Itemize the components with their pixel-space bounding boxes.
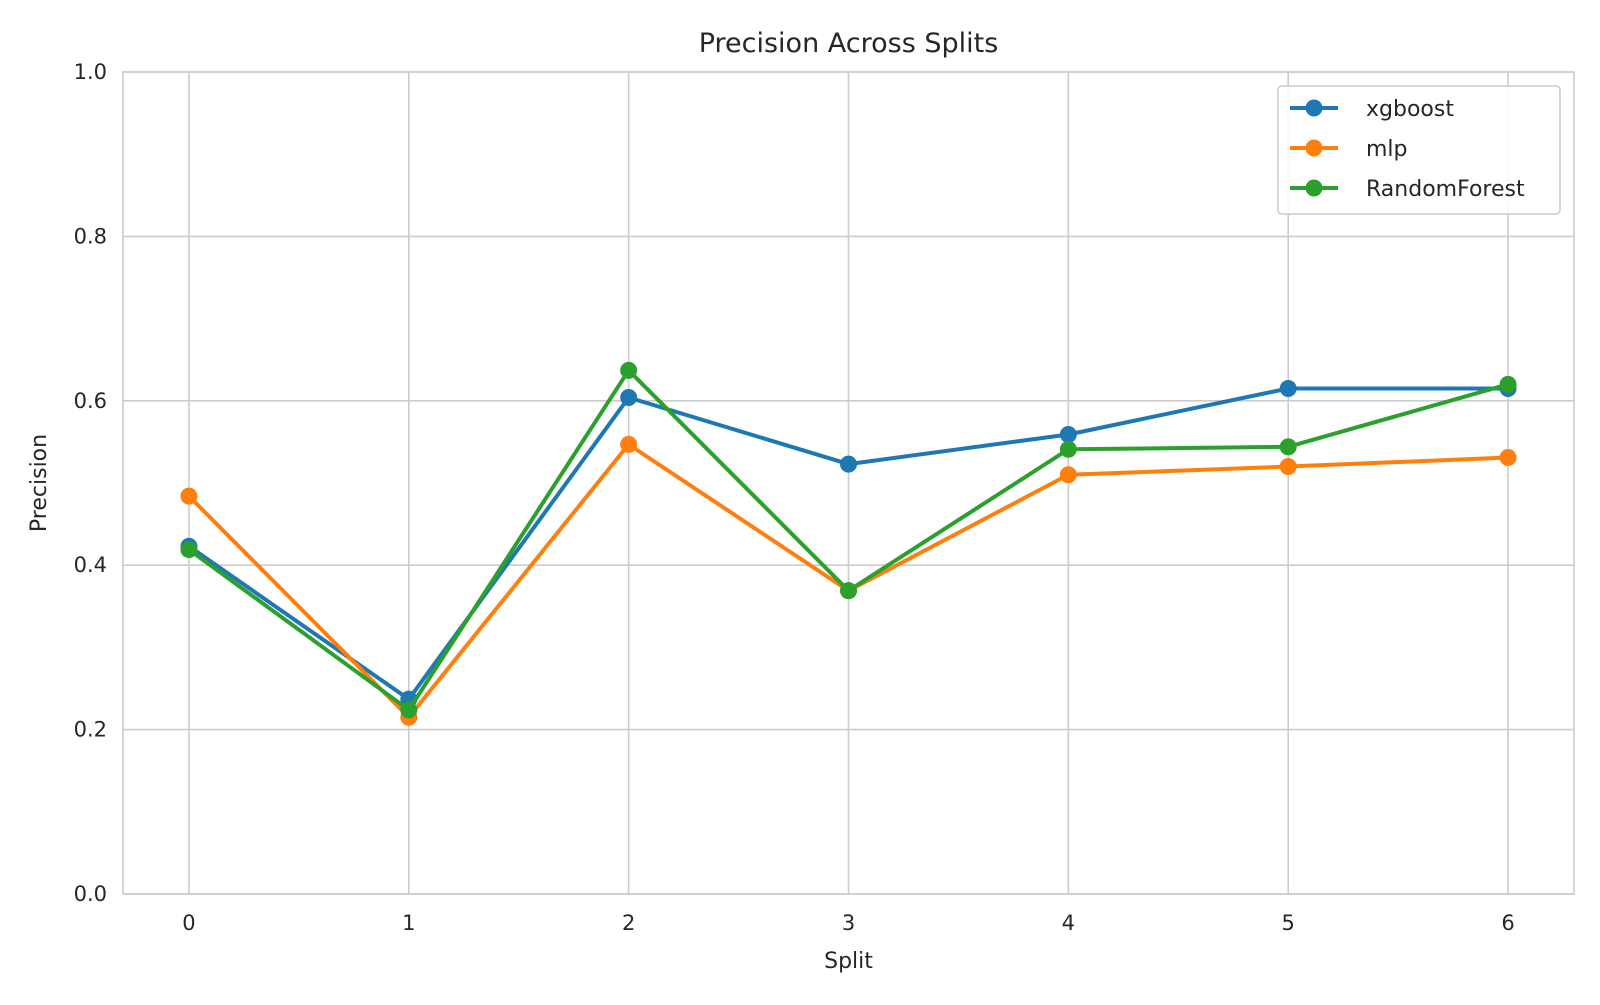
data-point — [1499, 449, 1517, 467]
chart-title: Precision Across Splits — [699, 28, 999, 59]
data-point — [620, 435, 638, 453]
series-RandomForest — [180, 361, 1517, 719]
data-point — [400, 701, 418, 719]
legend-box — [1277, 85, 1561, 215]
legend-swatch-marker — [1305, 139, 1323, 157]
data-point — [840, 582, 857, 600]
data-point — [1499, 375, 1517, 393]
data-point — [1059, 440, 1077, 458]
y-tick-label: 0.4 — [74, 553, 107, 577]
legend-label: mlp — [1366, 137, 1408, 162]
data-point — [1279, 438, 1297, 456]
legend-items: xgboost mlp RandomForest — [1290, 97, 1525, 202]
x-tick-label: 6 — [1501, 911, 1514, 935]
legend-label: xgboost — [1366, 97, 1454, 122]
y-tick-label: 0.6 — [74, 389, 107, 413]
data-point — [620, 389, 638, 407]
x-tick-label: 2 — [622, 911, 635, 935]
y-axis-label: Precision — [27, 434, 52, 532]
legend-label: RandomForest — [1366, 177, 1525, 202]
series-layer — [180, 361, 1517, 726]
y-axis-ticks: 0.0 0.2 0.4 0.6 0.8 1.0 — [74, 60, 107, 906]
data-point — [620, 361, 638, 379]
x-axis-ticks: 0 1 2 3 4 5 6 — [182, 911, 1514, 935]
legend-swatch-marker — [1305, 99, 1323, 117]
legend-item: RandomForest — [1290, 177, 1525, 202]
legend: xgboost mlp RandomForest — [1277, 85, 1561, 215]
data-point — [180, 487, 198, 505]
x-axis-label: Split — [824, 949, 873, 974]
data-point — [1279, 379, 1297, 397]
x-tick-label: 5 — [1282, 911, 1295, 935]
data-point — [180, 541, 198, 559]
y-tick-label: 0.8 — [74, 224, 107, 248]
x-tick-label: 0 — [182, 911, 195, 935]
y-tick-label: 0.2 — [74, 718, 107, 742]
data-point — [1059, 426, 1077, 444]
y-tick-label: 0.0 — [74, 882, 107, 906]
x-tick-label: 1 — [402, 911, 415, 935]
data-point — [840, 455, 857, 473]
legend-item: mlp — [1290, 137, 1408, 162]
data-point — [1279, 458, 1297, 476]
x-tick-label: 3 — [842, 911, 855, 935]
plot-frame — [122, 71, 1575, 895]
data-point — [1059, 466, 1077, 484]
legend-swatch-marker — [1305, 179, 1323, 197]
x-tick-label: 4 — [1062, 911, 1075, 935]
y-tick-label: 1.0 — [74, 60, 107, 84]
legend-item: xgboost — [1290, 97, 1454, 122]
